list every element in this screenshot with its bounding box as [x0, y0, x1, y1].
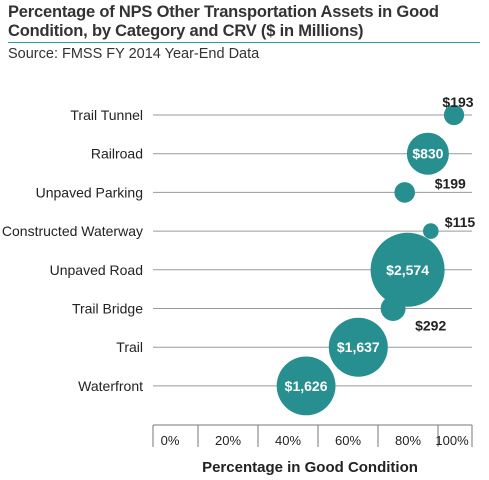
bubble-value-label: $292	[415, 318, 446, 334]
bubbles	[276, 104, 465, 416]
x-tick-label: 100%	[435, 433, 469, 448]
x-tick-label: 40%	[275, 433, 301, 448]
bubble-value-label: $2,574	[386, 262, 429, 278]
chart-subtitle: Source: FMSS FY 2014 Year-End Data	[8, 46, 260, 62]
bubble-value-label: $199	[435, 175, 466, 191]
x-tick-label: 80%	[395, 433, 421, 448]
category-label: Constructed Waterway	[2, 223, 143, 239]
bubble-value-label: $1,626	[285, 378, 328, 394]
title-divider	[8, 42, 480, 43]
category-label: Unpaved Road	[50, 262, 143, 278]
category-label: Unpaved Parking	[36, 184, 143, 200]
bubble-value-label: $115	[445, 214, 476, 230]
bubble-value-label: $1,637	[337, 339, 380, 355]
bubble	[394, 182, 415, 203]
bubble-value-label: $193	[442, 94, 473, 110]
chart-title: Percentage of NPS Other Transportation A…	[8, 3, 439, 40]
category-labels: Trail Tunnel Railroad Unpaved Parking Const…	[2, 107, 143, 394]
category-label: Trail Bridge	[72, 301, 143, 317]
bubble	[370, 232, 445, 307]
category-label: Trail Tunnel	[70, 107, 143, 123]
bubble-value-label: $830	[412, 146, 443, 162]
bubble	[328, 317, 388, 377]
category-label: Trail	[116, 339, 143, 355]
category-label: Waterfront	[78, 378, 143, 394]
bubble	[443, 104, 465, 126]
value-labels: $193 $830 $199 $115 $2,574 $292 $1,637 $1,626	[285, 94, 476, 394]
x-axis	[152, 424, 473, 447]
bubble	[422, 223, 439, 239]
bubble	[380, 296, 406, 321]
x-tick-label: 0%	[161, 433, 180, 448]
category-label: Railroad	[91, 146, 143, 162]
x-tick-labels: 0% 20% 40% 60% 80% 100%	[161, 433, 469, 448]
bubble	[406, 132, 449, 175]
x-tick-label: 60%	[335, 433, 361, 448]
bubble	[276, 356, 336, 416]
x-axis-label: Percentage in Good Condition	[202, 459, 418, 476]
x-tick-label: 20%	[215, 433, 241, 448]
